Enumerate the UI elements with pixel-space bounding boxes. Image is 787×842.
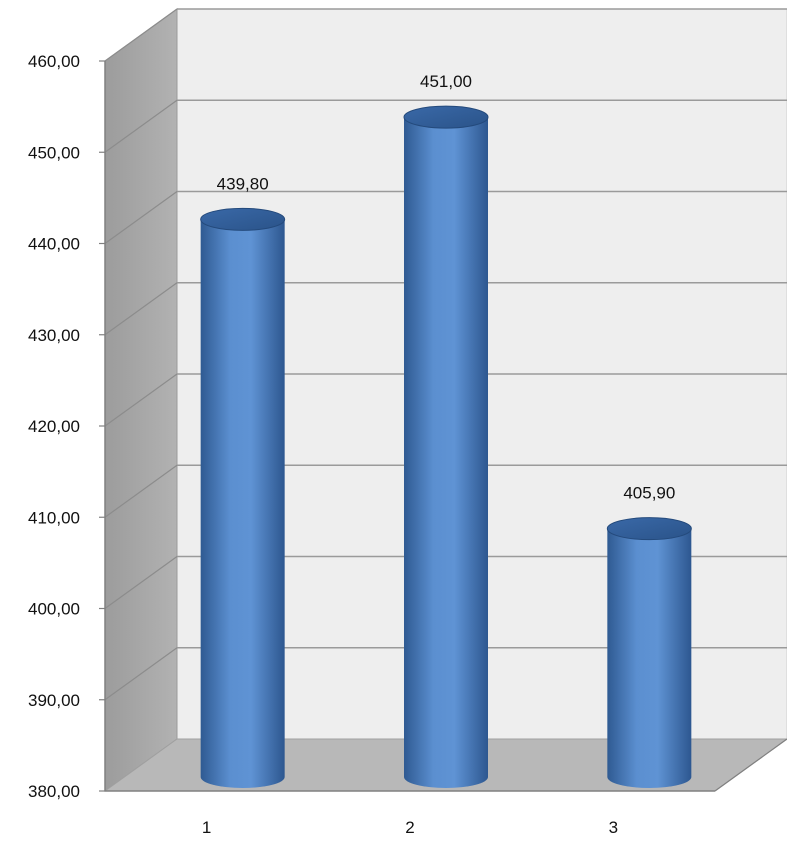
gridline-side <box>104 191 178 244</box>
gridline-side <box>104 99 178 153</box>
gridline-side <box>104 373 178 427</box>
gridline-side <box>104 282 178 336</box>
y-tick-label: 400,00 <box>28 600 80 619</box>
axes <box>99 60 787 792</box>
data-label: 439,80 <box>217 174 269 193</box>
bar-body <box>404 117 488 788</box>
y-tick-label: 410,00 <box>28 508 80 527</box>
bar-top <box>200 207 286 231</box>
gridline-side <box>104 647 178 701</box>
floor-edge-line <box>714 738 787 792</box>
y-tick-label: 390,00 <box>28 691 80 710</box>
data-label: 405,90 <box>623 484 675 503</box>
bar-top <box>403 105 489 129</box>
gridline-side <box>104 8 178 62</box>
y-axis-tick-labels: 380,00 390,00 400,00 410,00 420,00 430,00 440,… <box>28 52 80 801</box>
data-labels: 439,80 451,00 405,90 <box>217 72 676 503</box>
x-axis-tick-labels: 1 2 3 <box>202 818 618 837</box>
data-label: 451,00 <box>420 72 472 91</box>
y-tick-label: 430,00 <box>28 326 80 345</box>
bar <box>606 517 692 789</box>
x-tick-label: 2 <box>405 818 414 837</box>
x-tick-label: 3 <box>609 818 618 837</box>
gridline-side <box>104 556 178 609</box>
bar <box>200 207 286 788</box>
bar-top <box>606 517 692 541</box>
bar <box>403 105 489 788</box>
bars <box>200 105 692 789</box>
y-tick-label: 460,00 <box>28 52 80 71</box>
y-tick-label: 440,00 <box>28 235 80 254</box>
gridline-side <box>104 464 178 518</box>
y-tick-label: 420,00 <box>28 417 80 436</box>
x-tick-label: 1 <box>202 818 211 837</box>
y-tick-label: 380,00 <box>28 782 80 801</box>
y-tick-label: 450,00 <box>28 143 80 162</box>
bar-body <box>200 219 285 788</box>
bar-body <box>607 528 692 789</box>
